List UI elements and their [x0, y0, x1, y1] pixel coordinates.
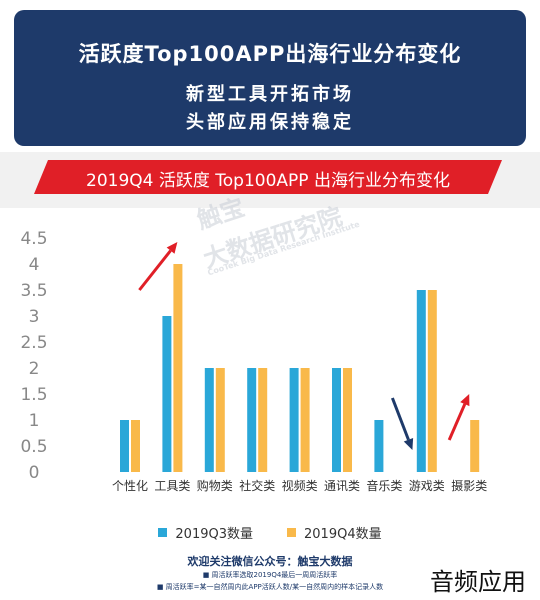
- footer-wechat: 欢迎关注微信公众号：触宝大数据: [187, 555, 353, 568]
- x-tick-label: 视频类: [282, 478, 318, 493]
- bar-q4: [343, 368, 352, 472]
- x-tick-label: 游戏类: [409, 479, 445, 493]
- x-tick-label: 购物类: [197, 478, 233, 493]
- bar-q3: [247, 368, 257, 472]
- trend-arrows: [138, 242, 470, 450]
- page-subtitle-1: 新型工具开拓市场: [186, 84, 354, 105]
- arrow-head: [166, 242, 178, 254]
- y-tick-label: 1: [29, 411, 40, 431]
- x-tick-label: 通讯类: [324, 479, 360, 493]
- bar-q3: [374, 420, 384, 472]
- bar-q4: [300, 368, 310, 472]
- chart-title-band: 2019Q4 活跃度 Top100APP 出海行业分布变化: [34, 160, 502, 194]
- y-tick-label: 1.5: [20, 385, 47, 405]
- x-tick-label: 摄影类: [451, 478, 487, 493]
- legend-swatch-q3: [158, 528, 168, 537]
- bar-marks: [120, 264, 480, 472]
- chart-title: 2019Q4 活跃度 Top100APP 出海行业分布变化: [86, 171, 450, 191]
- bar-q4: [173, 264, 183, 472]
- legend-label-q3: 2019Q3数量: [175, 527, 253, 542]
- bar-q3: [204, 368, 214, 472]
- bar-q3: [120, 420, 129, 472]
- x-tick-label: 工具类: [154, 479, 190, 493]
- footer-note-2: ■ 周活跃率=某一自然周内此APP活跃人数/某一自然周内的样本记录人数: [156, 583, 384, 591]
- y-axis-ticks: 0 0.5 1 1.5 2 2.5 3 3.5 4 4.5: [20, 229, 47, 483]
- legend-label-q4: 2019Q4数量: [304, 527, 382, 542]
- x-tick-label: 音乐类: [366, 478, 402, 493]
- x-tick-label: 个性化: [112, 479, 148, 493]
- arrow-shaft: [447, 403, 467, 441]
- bar-q4: [258, 368, 268, 472]
- header-banner: 活跃度Top100APP出海行业分布变化 新型工具开拓市场 头部应用保持稳定: [14, 10, 526, 146]
- arrow-head: [460, 394, 470, 407]
- y-tick-label: 0.5: [20, 437, 47, 457]
- y-tick-label: 3.5: [20, 281, 47, 301]
- footer-note-1: ■ 周活跃率选取2019Q4最后一周周活跃率: [202, 571, 338, 579]
- bar-q4: [470, 420, 480, 472]
- legend-swatch-q4: [287, 528, 296, 537]
- bar-q3: [332, 368, 341, 472]
- y-tick-label: 3: [29, 307, 40, 327]
- x-axis-labels: 个性化 工具类 购物类 社交类 视频类 通讯类 音乐类 游戏类 摄影类: [112, 478, 487, 493]
- page-title: 活跃度Top100APP出海行业分布变化: [78, 42, 462, 66]
- x-tick-label: 社交类: [239, 478, 275, 493]
- legend-item-q4: 2019Q4数量: [287, 523, 382, 542]
- y-tick-label: 0: [29, 463, 40, 483]
- y-tick-label: 2: [29, 359, 40, 379]
- bar-q4: [427, 290, 437, 472]
- y-tick-label: 4.5: [20, 229, 47, 249]
- bar-q3: [289, 368, 299, 472]
- chart-legend: 2019Q3数量 2019Q4数量: [0, 523, 540, 542]
- arrow-shaft: [390, 397, 410, 441]
- bar-q4: [215, 368, 225, 472]
- arrow-head: [403, 437, 414, 450]
- y-tick-label: 2.5: [20, 333, 47, 353]
- page-subtitle-2: 头部应用保持稳定: [186, 112, 354, 133]
- corner-label: 音频应用: [428, 562, 528, 597]
- y-tick-label: 4: [29, 255, 40, 275]
- arrow-shaft: [138, 249, 172, 291]
- bar-q4: [131, 420, 140, 472]
- bar-q3: [162, 316, 172, 472]
- bar-q3: [416, 290, 426, 472]
- legend-item-q3: 2019Q3数量: [158, 523, 253, 542]
